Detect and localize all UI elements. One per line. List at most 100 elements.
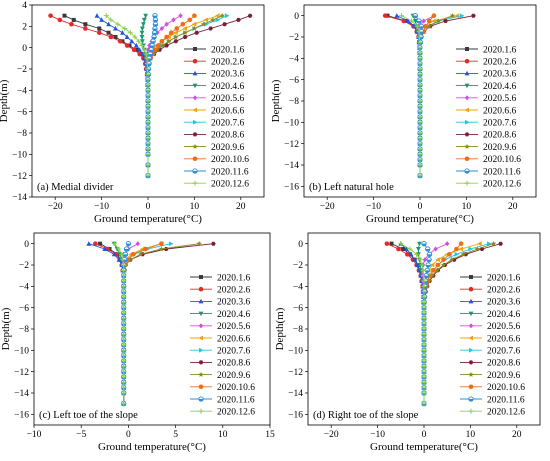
data-point xyxy=(143,51,149,57)
data-point xyxy=(141,22,146,27)
data-point xyxy=(145,135,151,141)
x-axis-label: Ground temperature(°C) xyxy=(370,441,478,453)
data-point xyxy=(141,17,147,23)
series-line xyxy=(423,243,494,404)
data-point xyxy=(201,21,207,27)
legend-label: 2020.5.6 xyxy=(217,322,251,332)
y-tick-label: −10 xyxy=(288,347,303,357)
data-point xyxy=(149,42,155,49)
data-point xyxy=(441,257,446,262)
legend-marker xyxy=(464,143,470,149)
data-point xyxy=(398,13,404,19)
legend-marker xyxy=(192,143,198,149)
x-axis-label: Ground temperature(°C) xyxy=(94,213,202,225)
data-point xyxy=(132,34,138,40)
y-tick-label: 0 xyxy=(22,44,27,54)
data-point xyxy=(417,257,423,263)
y-tick-label: −10 xyxy=(284,119,299,129)
data-point xyxy=(145,173,151,179)
data-point xyxy=(417,98,423,104)
legend-label: 2020.8.6 xyxy=(487,359,521,369)
data-point xyxy=(421,369,427,375)
legend-marker xyxy=(198,311,204,317)
legend-item: 2020.6.6 xyxy=(190,334,251,344)
legend: 2020.1.6 2020.2.6 2020.3.6 2020.4.6 2020.5.6… xyxy=(456,45,521,190)
data-point xyxy=(93,241,98,246)
data-point xyxy=(168,241,174,247)
data-point xyxy=(117,38,123,44)
legend-marker xyxy=(198,323,204,329)
series-2020.2.6 xyxy=(382,13,423,178)
data-point xyxy=(417,66,423,72)
data-point xyxy=(417,82,423,88)
data-point xyxy=(121,299,127,305)
legend-item: 2020.5.6 xyxy=(456,94,517,104)
x-tick-label: 10 xyxy=(462,202,472,212)
data-point xyxy=(140,39,145,44)
data-point xyxy=(173,34,179,40)
data-point xyxy=(382,13,388,18)
data-point xyxy=(120,30,125,35)
x-tick-label: 20 xyxy=(512,430,522,440)
data-point xyxy=(417,50,423,56)
data-point xyxy=(134,47,139,52)
legend-marker xyxy=(468,323,474,329)
y-tick-label: −10 xyxy=(12,151,27,161)
legend-marker xyxy=(192,180,198,186)
data-point xyxy=(394,13,400,18)
data-point xyxy=(121,353,127,359)
legend-marker xyxy=(464,107,469,113)
data-point xyxy=(204,21,209,27)
legend-label: 2020.6.6 xyxy=(217,334,251,344)
data-point xyxy=(424,267,430,273)
data-point xyxy=(121,369,127,375)
y-axis-label: Depth(m) xyxy=(270,79,282,122)
data-point xyxy=(155,43,161,48)
legend-item: 2020.2.6 xyxy=(460,286,521,296)
data-point xyxy=(433,246,438,252)
data-point xyxy=(121,310,127,316)
data-point xyxy=(414,251,420,257)
legend-marker xyxy=(465,119,470,125)
data-point xyxy=(412,257,418,262)
x-tick-label: 10 xyxy=(218,430,228,440)
series-line xyxy=(401,15,421,176)
x-tick-label: 10 xyxy=(466,430,476,440)
data-point xyxy=(419,262,425,268)
data-point xyxy=(443,19,448,23)
data-point xyxy=(426,257,432,263)
data-point xyxy=(135,241,140,247)
data-point xyxy=(417,146,423,152)
data-point xyxy=(468,246,473,252)
legend-item: 2020.7.6 xyxy=(460,347,521,357)
data-point xyxy=(121,363,127,369)
data-point xyxy=(416,29,422,35)
y-tick-label: −4 xyxy=(17,87,27,97)
legend-marker xyxy=(464,83,470,89)
data-point xyxy=(396,246,401,252)
series-2020.12.6 xyxy=(398,13,423,179)
data-point xyxy=(435,262,441,268)
legend-item: 2020.7.6 xyxy=(184,119,245,129)
legend-item: 2020.6.6 xyxy=(456,106,517,116)
data-point xyxy=(158,246,165,252)
series-2020.1.6 xyxy=(385,13,422,178)
series-2020.12.6 xyxy=(398,241,427,407)
data-point xyxy=(417,151,423,157)
legend-label: 2020.9.6 xyxy=(487,371,521,381)
legend-item: 2020.12.6 xyxy=(184,180,249,190)
data-point xyxy=(121,385,127,391)
legend-label: 2020.11.6 xyxy=(211,167,249,177)
legend-marker xyxy=(464,156,470,162)
legend-marker xyxy=(469,275,473,279)
legend-marker xyxy=(468,408,474,414)
data-point xyxy=(422,257,428,263)
y-tick-label: 0 xyxy=(298,240,303,250)
data-point xyxy=(159,25,165,32)
legend-marker xyxy=(198,371,204,377)
legend-label: 2020.2.6 xyxy=(483,58,517,68)
data-point xyxy=(121,326,127,332)
data-point xyxy=(421,342,427,348)
